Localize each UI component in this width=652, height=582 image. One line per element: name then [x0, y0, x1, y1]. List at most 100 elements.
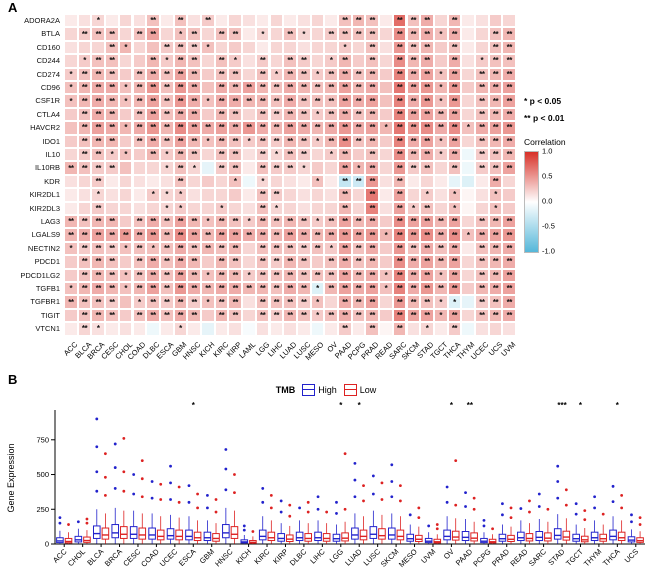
heatmap-cell: ** [173, 14, 188, 28]
heatmap-cell: ** [406, 14, 421, 28]
heatmap-cell: ** [447, 228, 462, 242]
svg-text:*: * [450, 401, 454, 410]
heatmap-cell [475, 174, 489, 189]
heatmap-row-label: VTCN1 [35, 324, 60, 334]
tmb-key-high[interactable]: High [302, 384, 337, 396]
heatmap-cell [433, 14, 448, 28]
heatmap-cell [64, 40, 78, 55]
heatmap-cell: ** [283, 27, 297, 41]
heatmap-cell: ** [420, 14, 434, 28]
heatmap-cell: ** [159, 107, 174, 122]
heatmap-cell: ** [406, 268, 421, 282]
heatmap-cell: * [159, 54, 174, 68]
heatmap-cell: ** [338, 201, 352, 215]
heatmap-cell: ** [365, 174, 380, 189]
heatmap-cell: ** [406, 134, 421, 148]
heatmap-cell [379, 27, 393, 41]
heatmap-cell: ** [420, 134, 434, 148]
heatmap-row-label: TIGIT [40, 310, 60, 320]
heatmap-cell: ** [77, 215, 92, 229]
heatmap-cell [461, 148, 475, 162]
heatmap-cell: * [173, 27, 188, 41]
heatmap-cell: * [64, 94, 78, 108]
heatmap-cell [64, 107, 78, 122]
heatmap-cell [118, 134, 133, 148]
heatmap-cell: ** [228, 134, 243, 148]
heatmap-cell: ** [146, 295, 160, 309]
heatmap-cell [379, 94, 393, 108]
heatmap-cell: ** [406, 241, 421, 256]
heatmap-cell [132, 201, 147, 215]
heatmap-cell [406, 188, 421, 202]
tmb-low-label: Low [359, 385, 377, 395]
heatmap-cell [324, 188, 338, 202]
heatmap-cell: ** [187, 134, 201, 148]
heatmap-cell: ** [187, 308, 201, 323]
heatmap-cell [324, 295, 338, 309]
heatmap-cell: ** [502, 161, 517, 175]
heatmap-cell: ** [365, 27, 380, 41]
heatmap-cell: ** [296, 81, 311, 95]
heatmap-cell: ** [324, 268, 338, 282]
heatmap-cell [269, 174, 284, 189]
heatmap-cell: ** [447, 67, 462, 81]
colorbar-tick-label: 0.5 [542, 171, 553, 181]
heatmap-cell [187, 14, 201, 28]
heatmap-cell [64, 27, 78, 41]
heatmap-cell [118, 201, 133, 215]
heatmap-cell: ** [338, 228, 352, 242]
heatmap-cell: ** [488, 174, 503, 189]
heatmap-cell [105, 201, 119, 215]
heatmap-cell: ** [365, 255, 380, 269]
heatmap-cell [310, 322, 325, 336]
heatmap-cell: ** [447, 322, 462, 336]
heatmap-cell [118, 27, 133, 41]
heatmap-cell [283, 188, 297, 202]
heatmap-cell: ** [406, 148, 421, 162]
heatmap-cell: ** [351, 282, 366, 296]
colorbar-tick-label: 1.0 [542, 146, 553, 156]
heatmap-cell: ** [269, 121, 284, 135]
heatmap-cell [420, 174, 434, 189]
svg-text:BRCA: BRCA [103, 547, 124, 568]
heatmap-cell: ** [132, 81, 147, 95]
heatmap-cell: ** [447, 27, 462, 41]
heatmap-cell [118, 54, 133, 68]
heatmap-cell: ** [132, 241, 147, 256]
heatmap-row-label: CD160 [36, 42, 60, 52]
heatmap-cell [77, 174, 92, 189]
heatmap-cell: ** [187, 255, 201, 269]
heatmap-cell: ** [187, 94, 201, 108]
heatmap-cell: * [420, 188, 434, 202]
heatmap-cell: ** [77, 282, 92, 296]
heatmap-cell: ** [146, 54, 160, 68]
heatmap-cell: ** [214, 67, 229, 81]
heatmap-cell: ** [283, 134, 297, 148]
heatmap-cell: ** [91, 228, 106, 242]
heatmap-cell: ** [146, 67, 160, 81]
heatmap-cell: ** [351, 134, 366, 148]
heatmap-cell: ** [283, 268, 297, 282]
heatmap-cell: ** [310, 94, 325, 108]
heatmap-cell: ** [488, 134, 503, 148]
heatmap-cell: * [269, 67, 284, 81]
heatmap-cell: * [296, 27, 311, 41]
heatmap-cell: ** [338, 295, 352, 309]
heatmap-cell: ** [187, 121, 201, 135]
heatmap-cell [379, 201, 393, 215]
heatmap-cell: ** [420, 94, 434, 108]
heatmap-cell: ** [146, 134, 160, 148]
heatmap-cell: ** [159, 40, 174, 55]
heatmap-cell: ** [296, 121, 311, 135]
heatmap-cell [118, 255, 133, 269]
tmb-key-low[interactable]: Low [343, 384, 377, 396]
sig-legend-p05: * p < 0.05 [524, 96, 562, 106]
heatmap-cell: ** [420, 295, 434, 309]
heatmap-cell [242, 67, 256, 81]
svg-text:*: * [339, 401, 343, 410]
heatmap-cell: ** [365, 295, 380, 309]
heatmap-cell: ** [420, 67, 434, 81]
heatmap-cell: ** [173, 81, 188, 95]
heatmap-cell: ** [475, 134, 489, 148]
heatmap-cell: * [91, 188, 106, 202]
